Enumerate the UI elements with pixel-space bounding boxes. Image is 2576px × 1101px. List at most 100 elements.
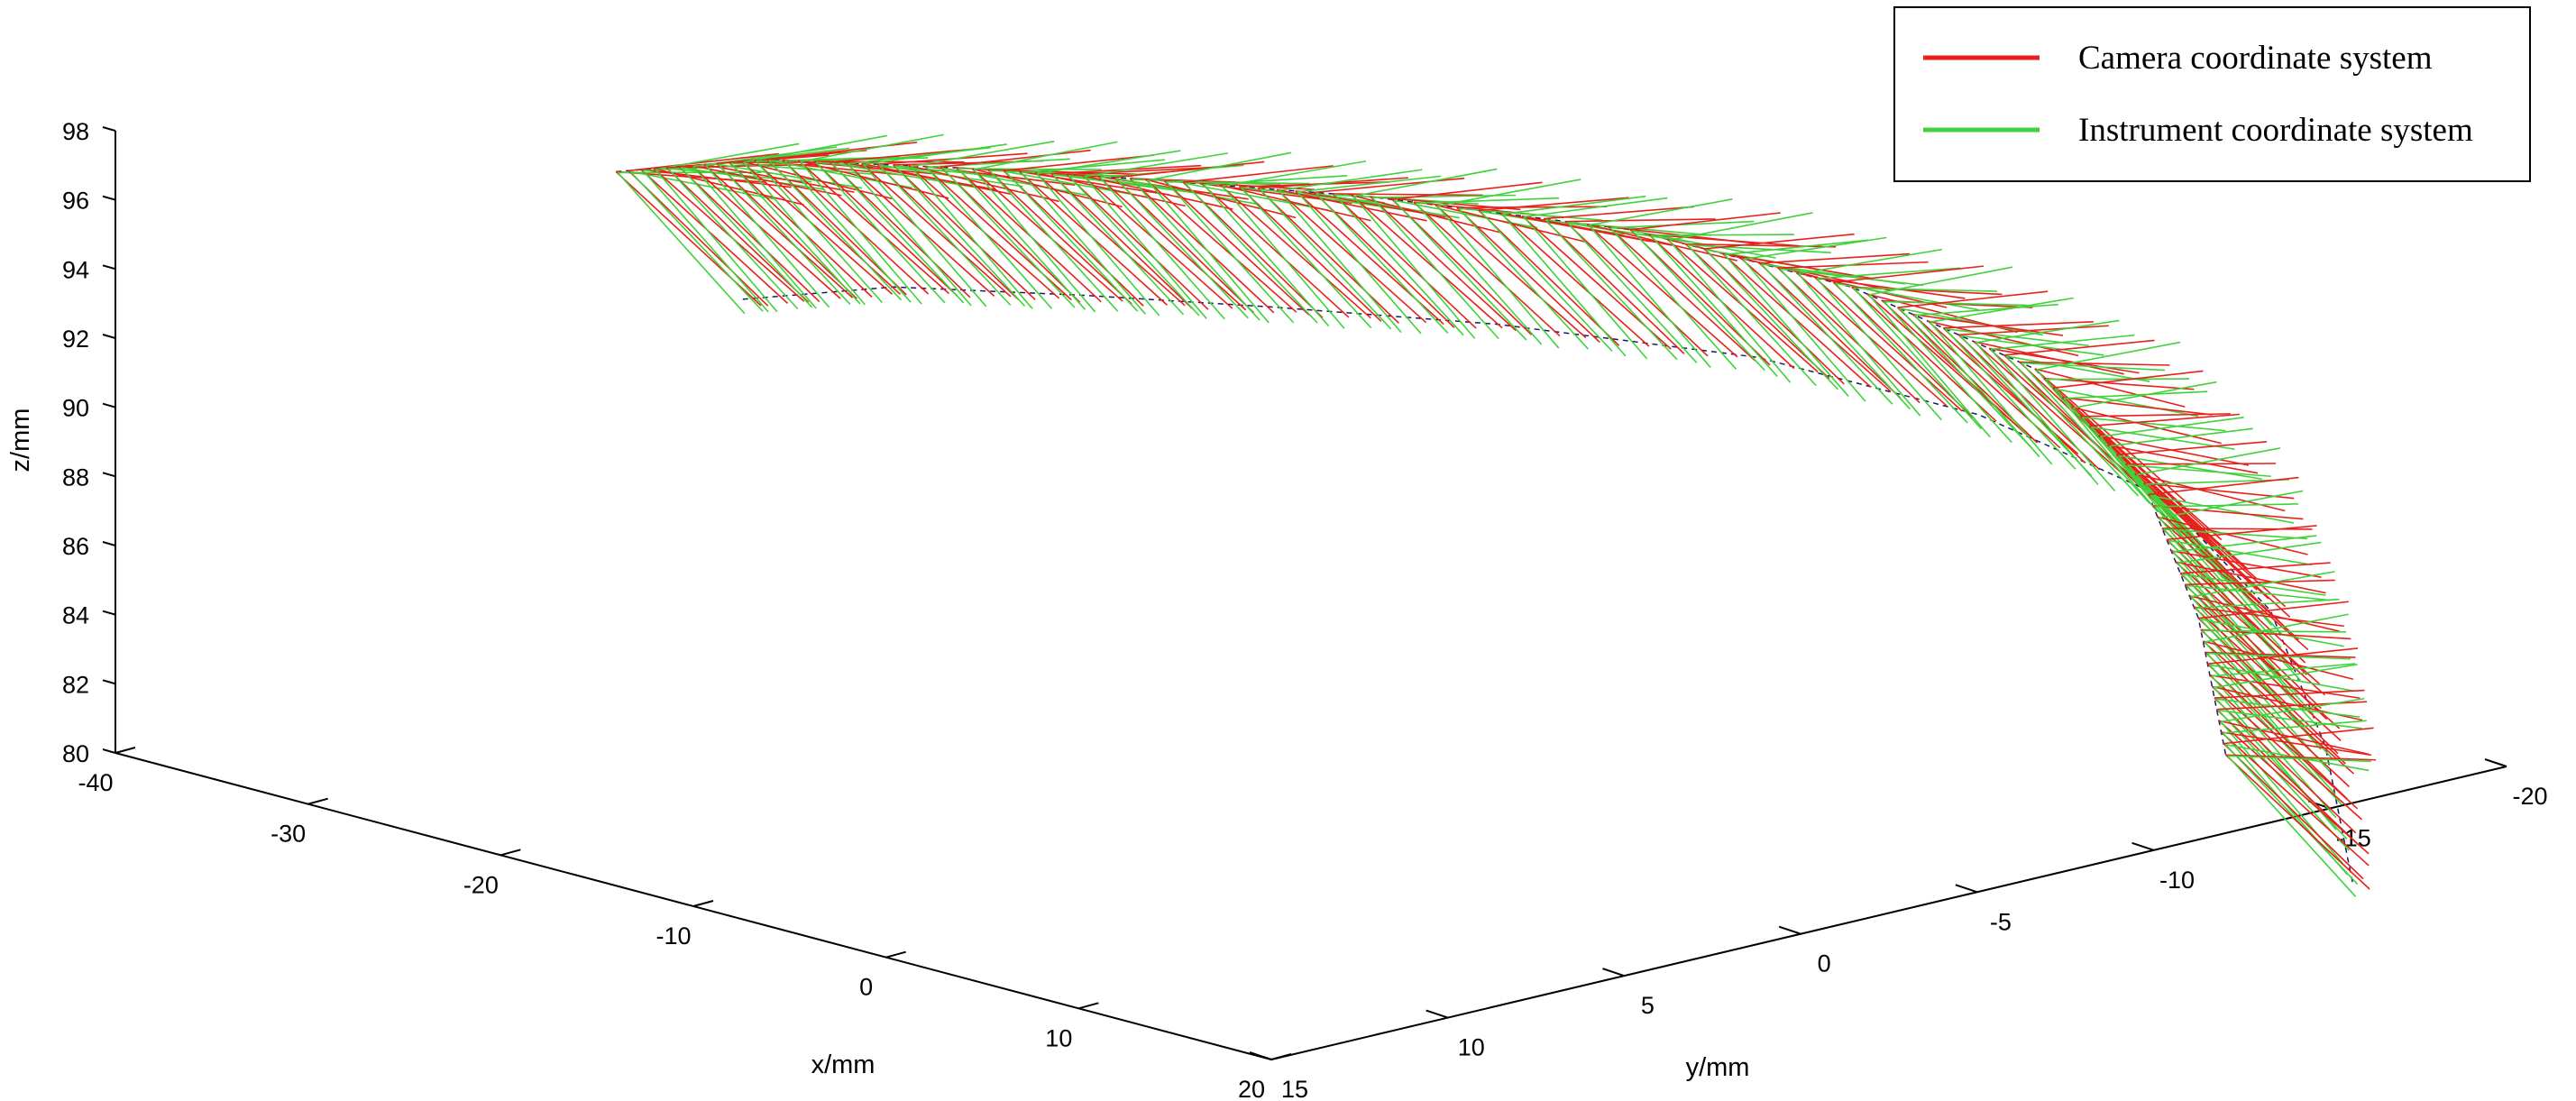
camera-frame-axis [2223, 743, 2364, 880]
instrument-frame-axis [2205, 613, 2349, 643]
camera-frame-axis [691, 164, 841, 299]
camera-frame-axis [2221, 731, 2372, 757]
camera-frame-axis [1897, 290, 2049, 308]
camera-frame-axis [940, 149, 1091, 169]
instrument-frame-axis [1458, 207, 1589, 350]
instrument-frame-axis [2209, 664, 2353, 692]
camera-frame-axis [2166, 525, 2317, 541]
camera-frame-axis [703, 163, 854, 298]
instrument-frame-axis [1084, 176, 1207, 319]
camera-frame-axis [2125, 463, 2277, 465]
instrument-frame-axis [1589, 198, 1733, 226]
instrument-frame-axis [1084, 152, 1229, 178]
x-tick-label: -40 [78, 769, 113, 796]
instrument-frame-axis [1944, 328, 2076, 470]
x-tick-label: 0 [859, 974, 873, 1001]
instrument-frame-axis [680, 167, 813, 308]
instrument-frame-axis [655, 169, 778, 313]
instrument-frame-axis [1052, 173, 1196, 194]
instrument-frame-axis [1631, 230, 1765, 372]
camera-frame-axis [1543, 217, 1685, 354]
instrument-frame-axis [1899, 307, 2032, 449]
camera-frame-axis [1003, 170, 1144, 307]
camera-frame-axis [2034, 368, 2186, 408]
camera-frame-axis [829, 161, 971, 298]
y-tick-label: 0 [1818, 950, 1831, 977]
instrument-frame-axis [1415, 202, 1543, 345]
instrument-frame-axis [2127, 464, 2271, 478]
instrument-frame-axis [925, 166, 1053, 309]
instrument-frame-axis [1501, 213, 1627, 357]
instrument-frame-axis [655, 142, 800, 170]
camera-frame-axis [798, 160, 949, 199]
instrument-frame-axis [2217, 710, 2350, 851]
y-tick-label: -20 [2512, 783, 2547, 810]
instrument-frame-axis [2150, 494, 2295, 524]
camera-frame-axis [2216, 701, 2368, 711]
x-tick-mark [1270, 1053, 1292, 1060]
camera-frame-axis [830, 147, 981, 163]
instrument-frame-axis [2227, 755, 2371, 763]
instrument-frame-axis [1523, 216, 1648, 360]
trajectory-edge-outer [616, 159, 2227, 756]
z-tick-mark [102, 126, 116, 132]
camera-frame-axis [2203, 640, 2354, 681]
camera-frame-axis [1814, 277, 1963, 412]
camera-frame-axis [1201, 183, 1350, 318]
instrument-frame-axis [2220, 697, 2365, 723]
camera-frame-axis [1722, 252, 1872, 388]
camera-frame-axis [1257, 188, 1399, 324]
instrument-frame-axis [2100, 417, 2244, 437]
instrument-frame-axis [1914, 303, 2058, 317]
instrument-frame-axis [1650, 234, 1778, 378]
camera-frame-axis [1759, 252, 1911, 264]
camera-frame-axis [2106, 445, 2257, 579]
instrument-frame-axis [1352, 168, 1498, 197]
instrument-frame-axis [830, 162, 965, 304]
instrument-frame-axis [743, 134, 888, 163]
y-tick-label: 10 [1458, 1034, 1485, 1061]
z-tick-label: 98 [62, 118, 89, 145]
camera-frame-axis [1351, 194, 1503, 329]
instrument-frame-axis [1222, 160, 1367, 188]
instrument-frame-axis [1669, 212, 1813, 242]
z-tick-label: 86 [62, 533, 89, 560]
camera-frame-axis [1183, 165, 1334, 184]
z-tick-mark [102, 195, 116, 201]
axis-labels-group: x/mm y/mm z/mm [6, 408, 1749, 1082]
camera-frame-axis [2179, 573, 2322, 710]
instrument-frame-axis [910, 140, 1055, 168]
camera-frame-axis [2043, 377, 2195, 390]
instrument-frame-axis [667, 168, 799, 310]
instrument-frame-axis [1566, 222, 1698, 363]
camera-frame-axis [1314, 177, 1465, 194]
camera-frame-axis [1019, 170, 1170, 196]
camera-frame-axis [893, 164, 1036, 300]
instrument-frame-axis [1222, 185, 1345, 329]
instrument-frame-axis [862, 163, 987, 307]
instrument-frame-axis [1259, 188, 1392, 330]
y-tick-mark [1426, 1009, 1449, 1019]
camera-frame-axis [1220, 184, 1371, 319]
instrument-frame-axis [1052, 173, 1185, 316]
camera-frame-axis [1145, 179, 1297, 313]
instrument-frame-axis [2172, 535, 2317, 553]
instrument-frame-axis [2109, 427, 2253, 447]
instrument-frame-axis [1884, 300, 2028, 307]
instrument-frame-axis [2005, 355, 2140, 497]
instrument-frame-axis [1115, 178, 1249, 319]
x-tick-label: -30 [270, 821, 306, 848]
camera-frame-axis [1276, 188, 1427, 222]
camera-frame-axis [1648, 234, 1800, 247]
camera-frame-axis [861, 162, 1012, 298]
instrument-frame-axis [705, 164, 830, 308]
instrument-frame-axis [2118, 454, 2262, 481]
instrument-frame-axis [863, 143, 1007, 166]
instrument-frame-axis [2211, 663, 2356, 677]
camera-frame-axis [1958, 325, 2109, 336]
camera-frame-axis [741, 161, 894, 295]
instrument-frame-axis [1147, 151, 1292, 181]
camera-frame-axis [1703, 248, 1845, 385]
instrument-frame-axis [1853, 287, 1982, 430]
camera-frame-axis [2161, 528, 2313, 530]
